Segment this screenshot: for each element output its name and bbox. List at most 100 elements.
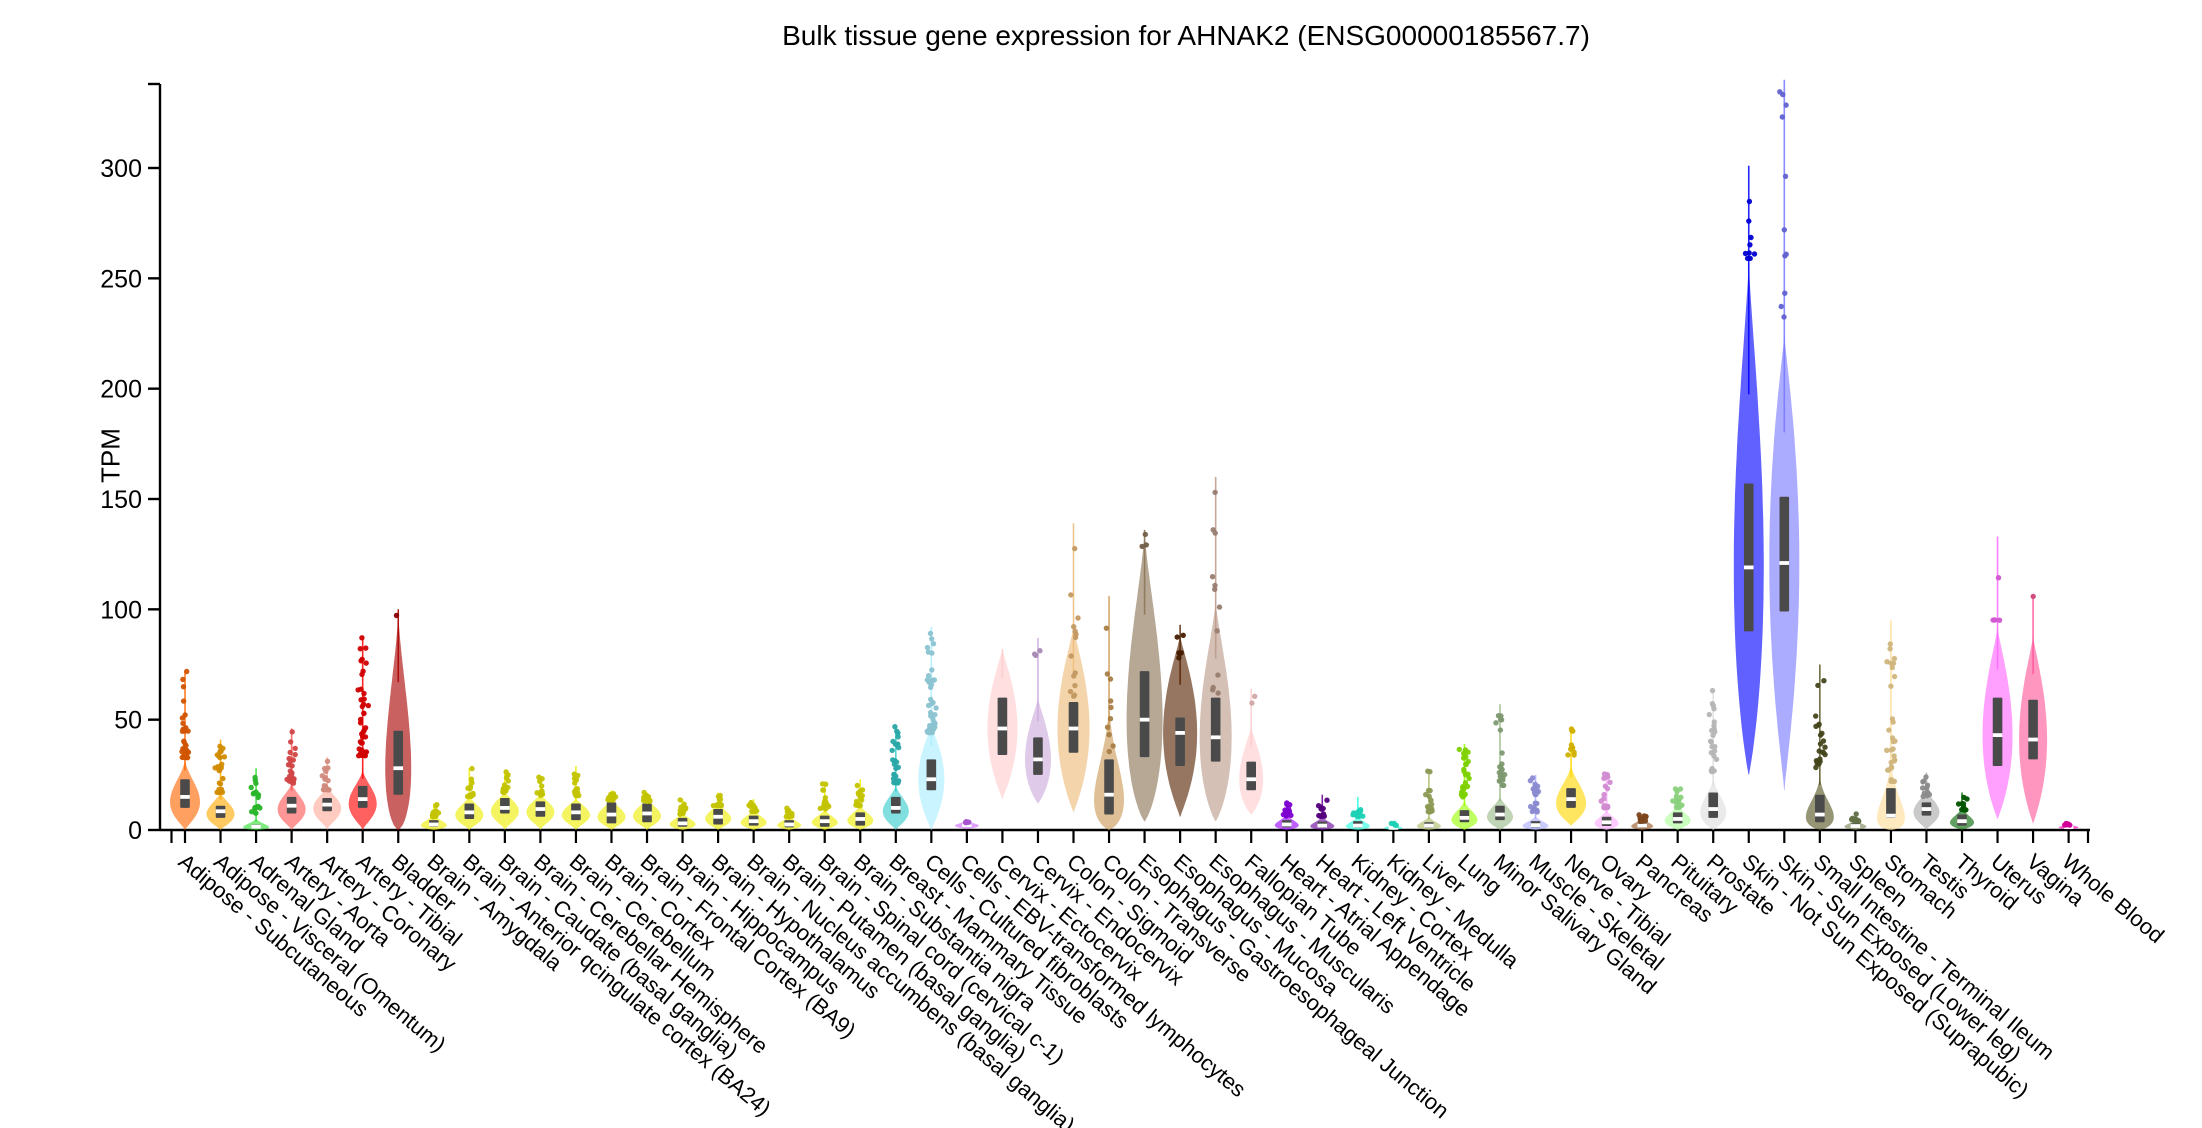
expression-point [1920,778,1927,784]
expression-point [429,813,436,820]
median-line [1886,813,1896,818]
expression-point [1210,687,1216,693]
expression-point [363,645,369,651]
expression-point [1779,114,1786,120]
expression-point [1104,724,1111,730]
expression-point [1778,303,1784,310]
expression-point [1139,543,1145,550]
expression-point [1955,801,1962,807]
expression-point [1212,489,1218,496]
expression-point [930,716,936,723]
expression-point [1461,785,1467,791]
expression-point [1747,255,1753,262]
expression-point [181,738,187,744]
expression-point [1209,574,1216,580]
expression-point [718,803,724,809]
median-line [1033,757,1043,762]
expression-point [1215,690,1221,696]
expression-point [1815,682,1821,689]
expression-point [1287,802,1293,808]
median-line [535,807,546,811]
expression-point [1215,672,1221,678]
expression-point [895,734,901,740]
expression-point [1106,732,1112,738]
expression-point [1709,701,1716,707]
median-line [1743,565,1754,570]
expression-point [826,803,832,810]
expression-point [1638,818,1644,824]
expression-point [1315,803,1322,809]
expression-point [214,752,220,758]
expression-point [789,810,795,817]
expression-point [1601,791,1607,798]
median-line [891,806,901,810]
expression-point [1498,764,1504,771]
violin-shape [385,609,412,830]
expression-point [1531,787,1538,794]
violin-shape [243,816,270,830]
expression-point [1822,744,1828,750]
expression-point [216,780,223,786]
expression-point [1427,805,1434,811]
expression-point [1782,290,1788,296]
expression-point [1708,750,1715,756]
iqr-box [1246,761,1256,791]
expression-point [1963,807,1969,813]
y-axis-title: TPM [95,428,126,483]
expression-point [1605,803,1611,809]
expression-point [924,644,931,651]
expression-point [505,784,511,791]
expression-point [854,782,860,789]
expression-point [1887,641,1894,647]
median-line [1566,797,1576,802]
expression-point [1142,531,1149,538]
expression-point [890,776,897,782]
median-line [819,819,830,824]
iqr-box [1815,794,1825,823]
iqr-box [1210,697,1221,762]
expression-point [1320,811,1327,817]
expression-point [252,774,258,781]
expression-point [248,784,254,791]
expression-point [890,738,896,745]
expression-point [1712,743,1718,750]
expression-point [1679,802,1685,808]
median-line [1530,823,1541,828]
expression-point [1071,624,1077,630]
median-line [1672,817,1683,821]
expression-point [927,709,934,716]
expression-point [325,787,332,793]
median-line [926,777,937,782]
iqr-box [926,759,937,791]
median-line [180,795,190,799]
expression-point [927,630,934,637]
median-line [215,809,226,814]
expression-point [1427,787,1433,794]
expression-point [1496,778,1503,784]
median-line [500,806,510,810]
expression-point [503,769,509,775]
expression-point [1711,719,1718,725]
iqr-box [1992,697,2003,767]
expression-point [1068,592,1074,598]
expression-point [1751,251,1758,257]
expression-point [857,802,863,809]
expression-point [896,744,902,751]
median-line [1104,792,1114,797]
expression-point [500,786,506,793]
expression-point [505,778,511,784]
median-line [393,766,404,771]
expression-point [1498,717,1505,723]
expression-point [895,764,901,770]
iqr-box [1033,737,1043,775]
expression-point [180,676,186,683]
expression-point [468,776,475,782]
expression-point [1107,716,1114,722]
expression-point [1924,785,1930,791]
expression-point [322,776,328,782]
expression-point [1919,785,1926,791]
expression-point [1601,796,1607,802]
expression-point [681,801,687,807]
expression-point [1466,775,1472,782]
expression-point [360,701,367,707]
